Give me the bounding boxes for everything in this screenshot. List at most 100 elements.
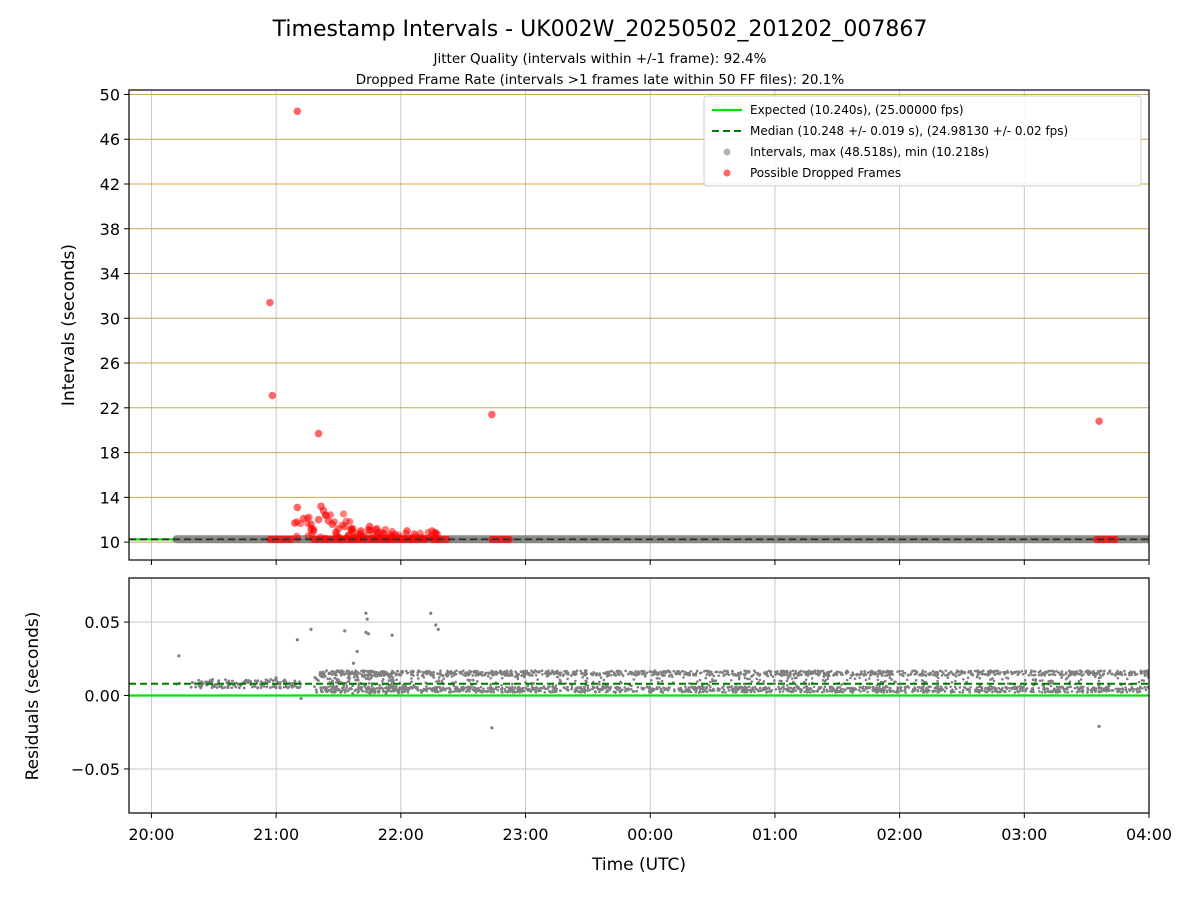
residual-point [522, 673, 525, 677]
residual-point [599, 676, 603, 679]
residual-point [588, 688, 591, 692]
residual-point [753, 685, 757, 689]
residual-point [713, 679, 716, 683]
residual-point [457, 690, 461, 693]
residual-point [1086, 691, 1089, 694]
residual-point [743, 673, 746, 677]
dropped-frame-point [314, 429, 323, 438]
residual-point [882, 686, 885, 689]
residual-point [769, 690, 772, 694]
residual-point [904, 691, 907, 694]
residual-point [1140, 671, 1143, 675]
residual-point [899, 688, 903, 691]
residual-point [893, 680, 896, 683]
residual-point [849, 690, 853, 693]
residual-point [454, 680, 458, 684]
residual-point [602, 678, 606, 682]
residual-point [881, 671, 885, 675]
residual-point [345, 684, 349, 688]
residual-point [323, 685, 326, 689]
residual-point [360, 685, 363, 689]
residual-point [351, 691, 355, 695]
residual-point [506, 690, 509, 694]
residual-point [1060, 676, 1063, 679]
residual-point [320, 690, 323, 693]
residual-point [626, 688, 630, 692]
residual-point [740, 685, 744, 689]
residual-point [1037, 686, 1040, 690]
residual-point [269, 678, 273, 681]
residual-point [213, 685, 216, 689]
residual-point [443, 688, 447, 692]
residual-point [799, 688, 802, 692]
residual-point [705, 673, 708, 676]
residual-point [774, 671, 778, 675]
residual-point [348, 677, 351, 681]
residual-point [717, 674, 720, 678]
residual-point [464, 674, 467, 678]
residual-point [584, 673, 588, 677]
residual-point [1132, 687, 1136, 691]
residual-point [536, 670, 540, 674]
residual-point [785, 687, 788, 691]
residual-point [268, 686, 272, 689]
residual-point [1013, 691, 1017, 694]
residual-point [281, 679, 285, 683]
residual-point [1125, 690, 1129, 694]
residual-point [1138, 685, 1142, 689]
residual-point [871, 689, 875, 692]
residual-point [513, 690, 517, 694]
residual-point [840, 683, 843, 686]
residual-point [913, 689, 917, 693]
residual-point [747, 685, 751, 689]
residual-point [343, 673, 346, 676]
residual-point [242, 686, 246, 690]
residual-point [957, 673, 961, 677]
residual-point [770, 688, 774, 692]
residual-point [234, 685, 238, 689]
residual-point [1077, 679, 1081, 683]
residual-point [645, 671, 649, 674]
residual-point [531, 674, 534, 677]
residual-point [727, 673, 731, 676]
residual-point [314, 677, 318, 680]
residual-point [1117, 687, 1120, 691]
residual-point [736, 673, 740, 676]
residual-point [457, 687, 460, 691]
residual-point [934, 670, 938, 674]
residual-point [514, 686, 517, 689]
residual-point [1098, 673, 1102, 677]
residual-point [748, 677, 751, 681]
residual-point [521, 686, 525, 690]
residual-point [496, 689, 500, 692]
residual-point [369, 687, 373, 691]
residual-point [435, 689, 438, 692]
residual-point [476, 680, 479, 683]
residual-point [369, 677, 372, 680]
residual-point [743, 689, 746, 693]
residual-point [609, 673, 613, 677]
residual-point [331, 669, 335, 673]
residual-point [618, 686, 622, 690]
residual-point [224, 678, 227, 682]
y-tick-label: 18 [100, 444, 120, 463]
residual-point [879, 680, 883, 684]
x-axis-label: Time (UTC) [591, 855, 686, 875]
residual-point [436, 672, 439, 675]
residual-point [745, 690, 749, 694]
residual-point [711, 673, 714, 676]
residual-point [795, 684, 799, 687]
residual-point [1090, 690, 1093, 693]
residual-point [864, 678, 868, 682]
residual-point [328, 677, 332, 681]
residual-point [921, 670, 925, 673]
residual-point [1101, 688, 1104, 691]
residual-point [615, 669, 619, 673]
residual-point [1114, 673, 1117, 677]
residual-point [274, 686, 278, 690]
residual-point [559, 689, 562, 692]
residual-point [786, 670, 789, 674]
residual-point [1130, 685, 1134, 689]
residual-point [883, 670, 887, 674]
residual-outlier-point [390, 633, 394, 637]
